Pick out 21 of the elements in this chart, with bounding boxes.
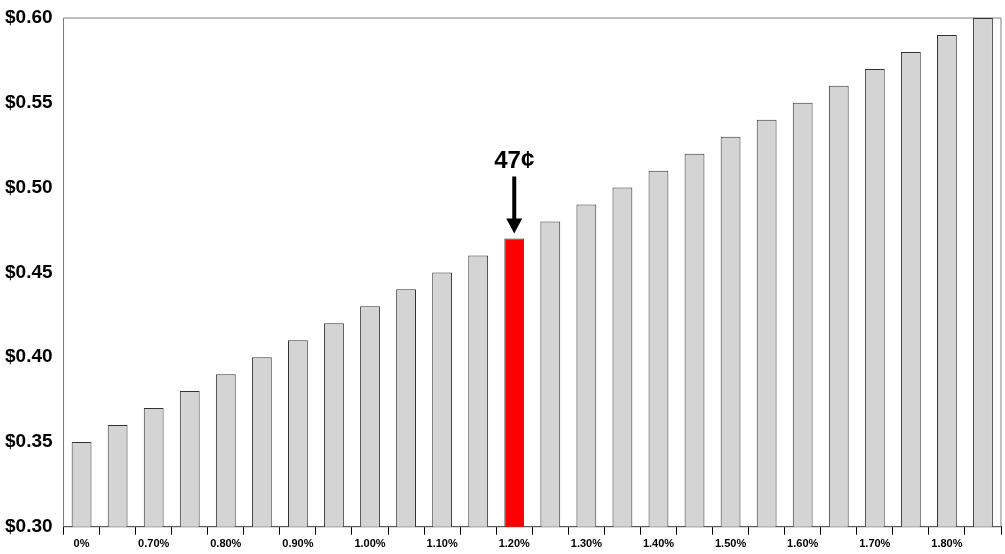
x-tick-label: 0.70%: [138, 537, 170, 550]
x-tick-label: 1.60%: [787, 537, 819, 550]
annotation: 47¢: [494, 146, 535, 174]
x-tick-label: 1.70%: [859, 537, 891, 550]
y-tick-label: $0.30: [5, 515, 53, 537]
y-tick-label: $0.40: [5, 345, 53, 367]
y-tick-label: $0.60: [5, 6, 53, 28]
y-tick-label: $0.50: [5, 175, 53, 197]
x-tick-label: 1.50%: [714, 537, 747, 550]
y-tick-label: $0.35: [5, 430, 53, 452]
x-tick-label: 1.20%: [498, 537, 531, 550]
y-tick-label: $0.45: [5, 260, 53, 282]
x-tick-label: 1.30%: [570, 537, 603, 550]
x-tick-label: 1.40%: [642, 537, 675, 550]
x-tick-label: 1.80%: [931, 537, 963, 550]
y-tick-label: $0.55: [5, 91, 53, 113]
x-tick-label: 0.80%: [210, 537, 242, 550]
x-tick-label: 0.90%: [282, 537, 314, 550]
x-tick-label: 1.10%: [426, 537, 458, 550]
x-tick-label: 1.00%: [354, 537, 386, 550]
x-tick-label: 0%: [73, 537, 90, 550]
